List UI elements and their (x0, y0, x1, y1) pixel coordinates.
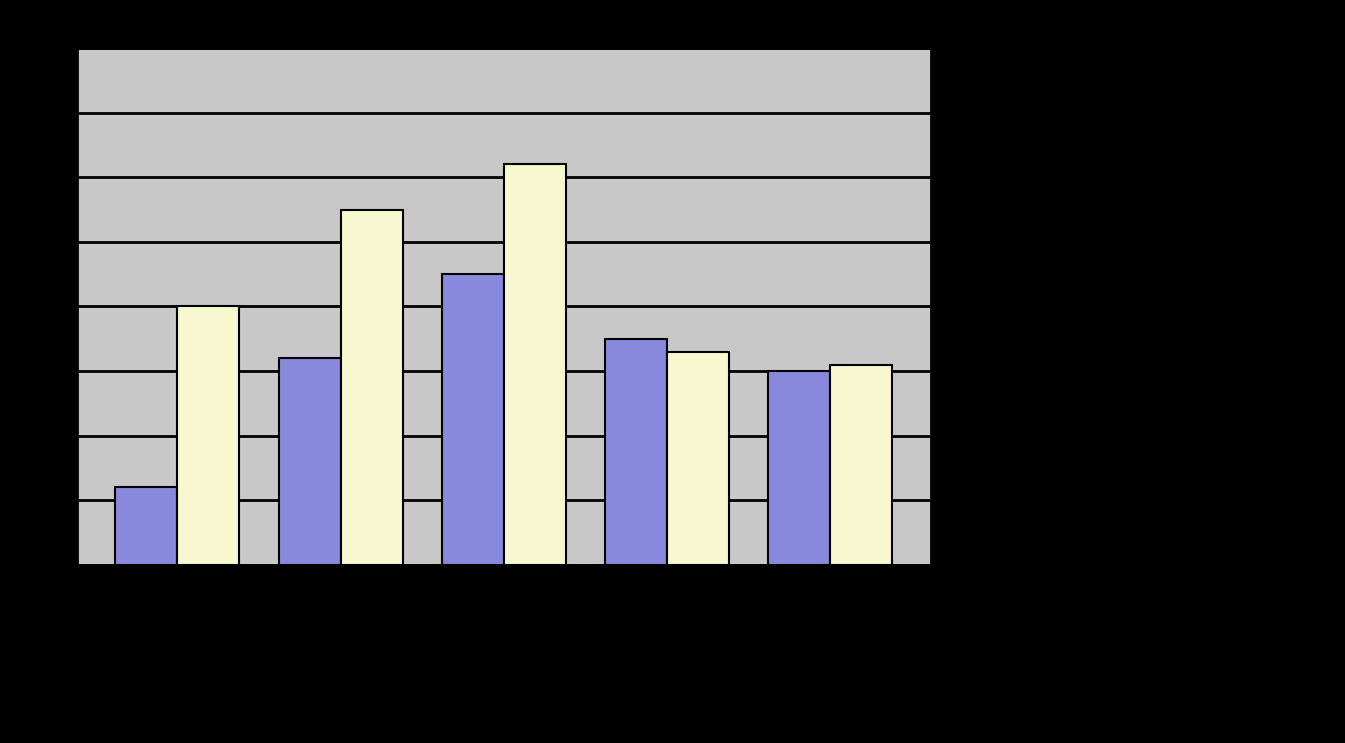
Bar (503, 164, 566, 565)
Bar (340, 210, 402, 565)
Bar (441, 274, 503, 565)
Legend: , : , (966, 277, 968, 284)
Bar (178, 306, 239, 565)
Bar (116, 487, 178, 565)
Bar (768, 371, 830, 565)
Bar (667, 351, 729, 565)
Bar (278, 358, 340, 565)
Bar (605, 339, 667, 565)
Bar (830, 365, 892, 565)
